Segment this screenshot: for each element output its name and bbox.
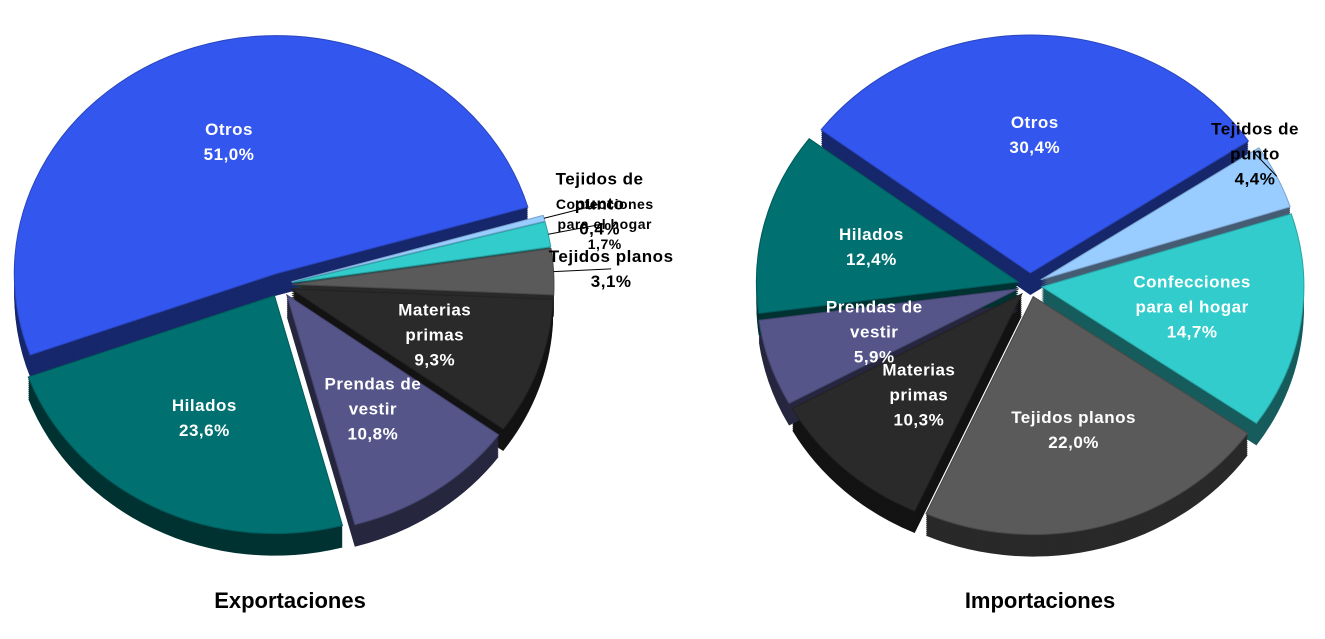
slice-label: Tejidos planos 3,1% [546, 244, 676, 294]
slice-label: Otros 51,0% [164, 117, 294, 167]
slice-label: Confecciones para el hogar 14,7% [1127, 270, 1257, 345]
value-label: 14,7% [1166, 322, 1218, 342]
category-label: Prendas de vestir [324, 374, 422, 419]
pie [755, 34, 1305, 557]
slice-label: Tejidos planos 22,0% [1009, 405, 1139, 455]
slice [13, 35, 529, 356]
slice-label: Otros 30,4% [970, 110, 1100, 160]
slice-label: Hilados 12,4% [806, 222, 936, 272]
value-label: 5,9% [853, 347, 895, 367]
category-label: Confecciones para el hogar [1133, 272, 1251, 317]
slice [791, 292, 1023, 512]
chart-title: Importaciones [964, 588, 1116, 613]
value-label: 51,0% [203, 145, 255, 165]
pie [13, 35, 612, 556]
slice [925, 295, 1249, 536]
slice-label: Hilados 23,6% [139, 393, 269, 443]
category-label: Otros [205, 120, 253, 140]
category-label: Materias primas [882, 360, 956, 405]
value-label: 12,4% [846, 249, 897, 269]
slice-label: Tejidos de punto 0,4% [535, 167, 665, 242]
category-label: Prendas de vestir [825, 297, 923, 342]
value-label: 10,3% [893, 410, 945, 430]
leader-line [543, 203, 600, 219]
slice-label: Materias primas 9,3% [370, 297, 500, 372]
slice [755, 138, 1020, 314]
value-label: 10,8% [347, 424, 399, 444]
slice-label: Prendas de vestir 5,9% [809, 294, 939, 369]
value-label: 3,1% [590, 271, 632, 291]
value-label: 0,4% [579, 219, 620, 239]
leader-line [548, 223, 605, 235]
slice-label: Materias primas 10,3% [854, 358, 984, 433]
category-label: Materias primas [398, 300, 472, 345]
slice [820, 34, 1250, 274]
category-label: Hilados [171, 396, 237, 416]
slice [291, 221, 552, 284]
value-label: 1,7% [587, 235, 622, 252]
slice [289, 288, 554, 430]
slice [1040, 213, 1305, 425]
slice-label: Confecciones para el hogar 1,7% [540, 194, 670, 254]
value-label: 30,4% [1009, 138, 1061, 158]
value-label: 22,0% [1048, 432, 1099, 452]
leader-line [1254, 153, 1278, 177]
value-label: 4,4% [1234, 169, 1276, 189]
category-label: Tejidos de punto [1211, 119, 1299, 164]
value-label: 9,3% [414, 350, 456, 370]
category-label: Hilados [838, 224, 904, 244]
category-label: Tejidos planos [1011, 407, 1136, 427]
category-label: Confecciones para el hogar [555, 195, 654, 232]
slice-label: Tejidos de punto 4,4% [1190, 116, 1320, 191]
slice [758, 288, 1019, 405]
category-label: Tejidos de punto [555, 169, 644, 214]
category-label: Tejidos planos [548, 246, 674, 266]
slice [27, 295, 344, 535]
category-label: Otros [1010, 113, 1059, 133]
chart-title: Exportaciones [214, 588, 366, 613]
slice-label: Prendas de vestir 10,8% [308, 371, 438, 446]
leader-line [553, 268, 612, 273]
value-label: 23,6% [178, 421, 230, 441]
slice [285, 293, 500, 526]
